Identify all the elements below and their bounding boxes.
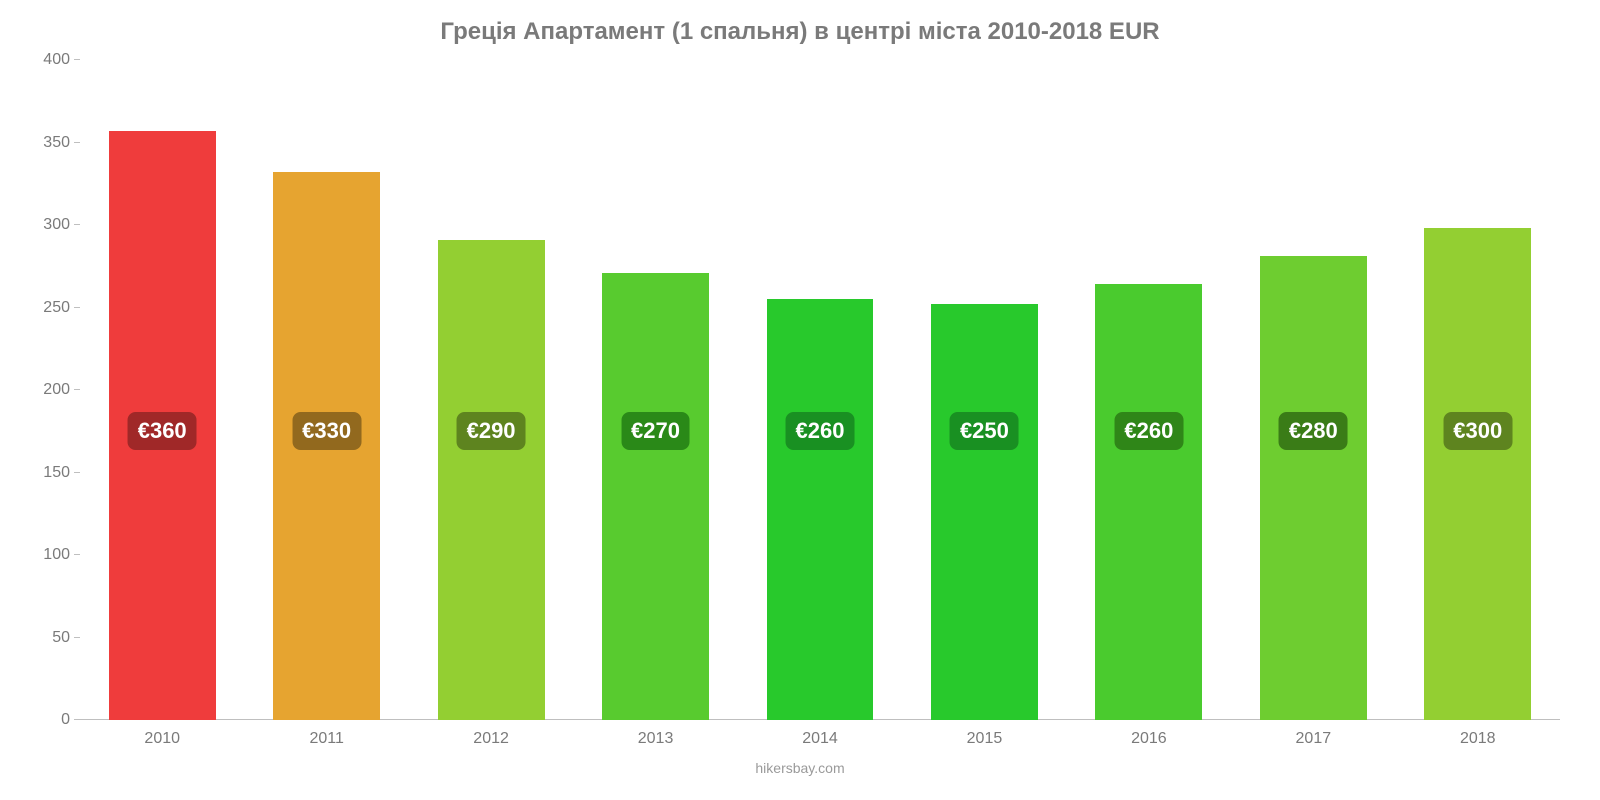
bar-slot: €3302011 (244, 60, 408, 720)
x-axis-label: 2010 (80, 730, 244, 748)
x-axis-label: 2013 (573, 730, 737, 748)
value-badge: €260 (785, 412, 854, 450)
x-axis-label: 2012 (409, 730, 573, 748)
bar: €260 (1095, 284, 1202, 720)
x-axis-label: 2018 (1396, 730, 1560, 748)
y-axis-label: 400 (25, 51, 70, 69)
bar-slot: €3002018 (1396, 60, 1560, 720)
bar: €330 (273, 172, 380, 720)
bar: €300 (1424, 228, 1531, 720)
y-axis-label: 0 (25, 711, 70, 729)
bar-slot: €2802017 (1231, 60, 1395, 720)
value-badge: €330 (292, 412, 361, 450)
y-axis-label: 150 (25, 464, 70, 482)
bar-slot: €2702013 (573, 60, 737, 720)
bar-slot: €2602016 (1067, 60, 1231, 720)
y-axis-label: 300 (25, 216, 70, 234)
value-badge: €360 (128, 412, 197, 450)
value-badge: €280 (1279, 412, 1348, 450)
y-axis-label: 250 (25, 299, 70, 317)
value-badge: €300 (1443, 412, 1512, 450)
value-badge: €270 (621, 412, 690, 450)
x-axis-label: 2016 (1067, 730, 1231, 748)
bar: €280 (1260, 256, 1367, 720)
y-axis-label: 350 (25, 134, 70, 152)
plot-area: 050100150200250300350400€3602010€3302011… (80, 60, 1560, 720)
bar-slot: €2902012 (409, 60, 573, 720)
bar: €360 (109, 131, 216, 720)
bar-slot: €2602014 (738, 60, 902, 720)
bar-slot: €2502015 (902, 60, 1066, 720)
value-badge: €260 (1114, 412, 1183, 450)
y-axis-label: 100 (25, 546, 70, 564)
bar: €290 (438, 240, 545, 720)
y-axis-label: 200 (25, 381, 70, 399)
chart-title: Греція Апартамент (1 спальня) в центрі м… (0, 18, 1600, 46)
x-axis-label: 2014 (738, 730, 902, 748)
y-axis-label: 50 (25, 629, 70, 647)
value-badge: €250 (950, 412, 1019, 450)
value-badge: €290 (457, 412, 526, 450)
x-axis-label: 2011 (244, 730, 408, 748)
bar: €270 (602, 273, 709, 720)
bar: €250 (931, 304, 1038, 720)
credit-text: hikersbay.com (0, 760, 1600, 776)
bar: €260 (767, 299, 874, 720)
x-axis-label: 2017 (1231, 730, 1395, 748)
bar-chart: Греція Апартамент (1 спальня) в центрі м… (0, 0, 1600, 800)
bar-slot: €3602010 (80, 60, 244, 720)
x-axis-label: 2015 (902, 730, 1066, 748)
